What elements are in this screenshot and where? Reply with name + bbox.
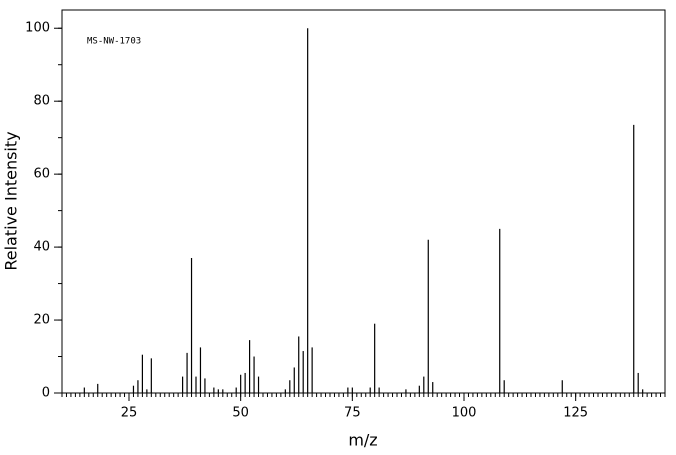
y-axis-label: Relative Intensity xyxy=(2,131,21,270)
x-axis-label: m/z xyxy=(348,431,377,450)
annotation: MS-NW-1703 xyxy=(87,37,141,47)
x-tick-label: 75 xyxy=(344,406,361,421)
x-tick-label: 125 xyxy=(563,406,588,421)
y-tick-label: 100 xyxy=(25,21,50,36)
x-tick-label: 50 xyxy=(232,406,249,421)
y-tick-label: 40 xyxy=(33,240,50,255)
y-tick-label: 0 xyxy=(42,386,50,401)
plot-frame xyxy=(61,9,666,394)
x-tick-label: 100 xyxy=(452,406,477,421)
y-tick-label: 60 xyxy=(33,167,50,182)
y-tick-label: 80 xyxy=(33,94,50,109)
x-tick-label: 25 xyxy=(121,406,138,421)
y-tick-label: 20 xyxy=(33,313,50,328)
